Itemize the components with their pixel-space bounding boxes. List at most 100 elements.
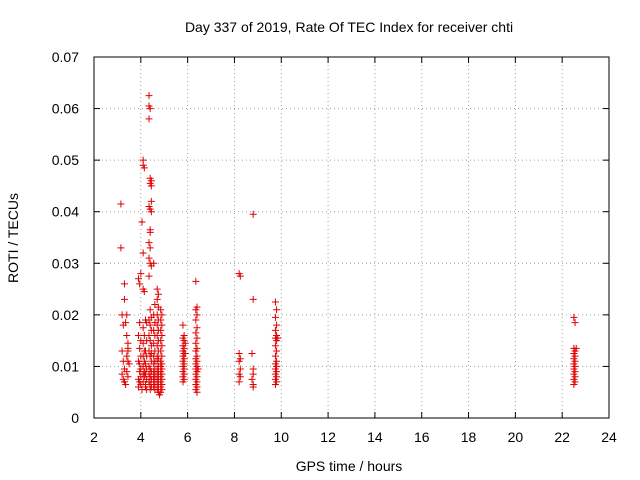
data-point (134, 383, 142, 391)
data-point (142, 360, 149, 368)
data-points (117, 92, 580, 399)
x-tick-label: 6 (184, 429, 192, 445)
data-point (153, 285, 161, 293)
data-point (139, 249, 147, 257)
data-point (145, 316, 153, 324)
y-tick-label: 0.02 (52, 307, 79, 323)
y-tick-label: 0.03 (52, 255, 79, 271)
data-point (235, 357, 243, 365)
data-point (147, 197, 155, 205)
y-tick-label: 0.04 (52, 204, 79, 220)
data-point (139, 339, 147, 347)
data-point (147, 208, 155, 216)
data-point (150, 360, 158, 368)
data-point (139, 324, 147, 332)
data-point (124, 344, 132, 352)
data-point (146, 244, 154, 252)
x-tick-label: 24 (601, 429, 617, 445)
data-point (248, 350, 256, 358)
data-point (249, 295, 257, 303)
data-point (570, 313, 578, 321)
y-tick-label: 0.06 (52, 101, 79, 117)
data-point (151, 301, 159, 309)
y-tick-label: 0 (71, 410, 79, 426)
data-point (158, 342, 166, 350)
data-point (136, 360, 144, 368)
data-point (154, 290, 162, 298)
data-point (125, 360, 133, 368)
data-point (153, 295, 161, 303)
x-tick-label: 12 (320, 429, 336, 445)
y-tick-label: 0.07 (52, 49, 79, 65)
data-point (192, 339, 200, 347)
data-point (157, 306, 165, 314)
data-point (146, 337, 154, 345)
grid-lines (94, 57, 609, 418)
x-tick-label: 8 (231, 429, 239, 445)
data-point (193, 388, 201, 396)
data-point (158, 331, 166, 339)
x-tick-label: 4 (137, 429, 145, 445)
data-point (157, 388, 165, 396)
data-point (145, 115, 153, 123)
data-point (236, 373, 244, 381)
data-point (124, 373, 132, 381)
data-point (147, 182, 155, 190)
data-point (572, 344, 580, 352)
data-point (145, 254, 153, 262)
data-point (136, 319, 144, 327)
x-tick-label: 18 (461, 429, 477, 445)
data-point (235, 350, 243, 358)
data-point (271, 352, 279, 360)
data-point (123, 331, 131, 339)
data-point (235, 378, 243, 386)
data-point (271, 380, 279, 388)
data-point (192, 306, 200, 314)
data-point (134, 275, 142, 283)
data-point (179, 378, 187, 386)
data-point (123, 352, 131, 360)
data-point (138, 218, 146, 226)
data-point (158, 321, 166, 329)
data-point (134, 331, 142, 339)
y-tick-label: 0.01 (52, 358, 79, 374)
data-point (117, 244, 125, 252)
data-point (192, 329, 200, 337)
data-point (150, 339, 158, 347)
data-point (146, 228, 154, 236)
data-point (136, 344, 144, 352)
data-point (158, 352, 166, 360)
data-point (150, 259, 158, 267)
data-point (194, 365, 202, 373)
data-point (192, 277, 200, 285)
chart-title: Day 337 of 2019, Rate Of TEC Index for r… (185, 19, 513, 35)
data-point (118, 347, 126, 355)
x-tick-label: 16 (414, 429, 430, 445)
data-point (157, 326, 165, 334)
data-point (122, 380, 130, 388)
data-point (271, 326, 279, 334)
data-point (274, 334, 282, 342)
data-point (145, 92, 153, 100)
x-tick-label: 2 (90, 429, 98, 445)
data-point (140, 164, 148, 172)
data-point (236, 272, 244, 280)
data-point (120, 295, 128, 303)
data-point (123, 311, 131, 319)
data-point (192, 316, 200, 324)
data-point (181, 350, 189, 358)
data-point (193, 324, 201, 332)
x-axis: 2 4 6 8 10 12 14 16 18 20 22 24 (90, 57, 617, 445)
data-point (249, 210, 257, 218)
data-point (273, 321, 281, 329)
data-point (118, 370, 126, 378)
data-point (122, 319, 130, 327)
y-axis: 0 0.01 0.02 0.03 0.04 0.05 0.06 0.07 (52, 49, 609, 426)
data-point (249, 383, 257, 391)
data-point (193, 334, 201, 342)
data-point (248, 375, 256, 383)
data-point (192, 347, 200, 355)
data-point (271, 298, 279, 306)
data-point (273, 347, 281, 355)
